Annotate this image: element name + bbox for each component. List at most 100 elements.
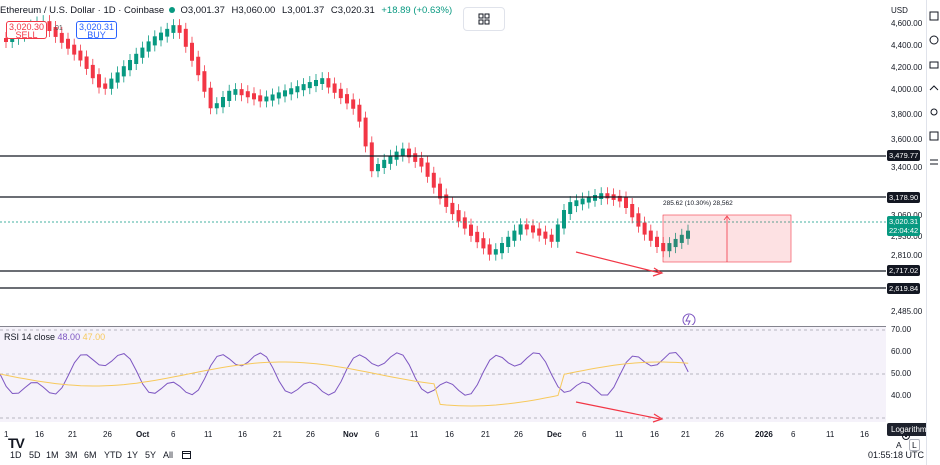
time-axis-label: Oct: [136, 430, 150, 439]
right-sidebar: [926, 0, 940, 465]
time-axis-label: 16: [860, 430, 869, 439]
tradingview-logo[interactable]: TV: [8, 435, 25, 451]
current-price-tag: 3,020.31 22:04:42: [887, 216, 921, 236]
candle: [456, 210, 461, 222]
sell-label: SELL: [15, 30, 38, 40]
candle: [53, 27, 58, 37]
candle: [214, 103, 219, 109]
bar-countdown: 22:04:42: [889, 226, 919, 235]
candle: [270, 94, 275, 101]
candle: [469, 224, 473, 236]
price-label: 3,600.00: [891, 135, 923, 144]
auto-scale-button[interactable]: A: [896, 440, 902, 450]
candle: [314, 80, 318, 87]
range-1m[interactable]: 1M: [46, 450, 59, 460]
candle: [78, 50, 83, 61]
candle: [624, 197, 628, 208]
range-5y[interactable]: 5Y: [145, 450, 157, 460]
rsi-ma-line: [0, 361, 689, 407]
range-1y[interactable]: 1Y: [127, 450, 139, 460]
event-icon: [682, 313, 696, 325]
buy-label: BUY: [87, 30, 106, 40]
price-label: 2,810.00: [891, 251, 923, 260]
currency-label: USD: [891, 6, 908, 15]
candle: [47, 21, 52, 32]
candle: [438, 183, 442, 199]
sell-price: 3,020.30: [8, 22, 45, 32]
time-axis-label: Nov: [343, 430, 359, 439]
candle: [518, 224, 523, 235]
current-price: 3,020.31: [889, 217, 919, 226]
candle: [462, 217, 467, 229]
range-1d[interactable]: 1D: [10, 450, 22, 460]
time-axis-label: 6: [375, 430, 380, 439]
rsi-title: RSI 14 close: [4, 332, 56, 342]
sidebar-icons[interactable]: [927, 0, 940, 200]
gear-icon[interactable]: [900, 430, 912, 442]
market-open-dot-icon: [168, 7, 175, 14]
candle: [487, 244, 492, 255]
symbol-title[interactable]: Ethereum / U.S. Dollar · 1D · Coinbase: [0, 5, 165, 16]
rsi-pane[interactable]: [0, 326, 886, 426]
level-tag: 3,178.90: [887, 192, 921, 203]
candle: [134, 53, 139, 64]
candle: [444, 194, 449, 207]
candle: [338, 88, 343, 99]
time-axis-label: 11: [826, 430, 835, 439]
time-axis-label: 6: [582, 430, 587, 439]
range-6m[interactable]: 6M: [84, 450, 97, 460]
time-axis-label: 6: [791, 430, 796, 439]
candle: [500, 243, 504, 254]
candle: [90, 64, 95, 79]
candle: [524, 224, 529, 230]
sell-button[interactable]: 3,020.30 SELL: [6, 21, 47, 40]
rsi-axis-label: 60.00: [891, 347, 912, 356]
buy-button[interactable]: 3,020.31 BUY: [76, 21, 117, 40]
candle: [252, 93, 256, 100]
close-value: C3,020.31: [330, 5, 375, 16]
candle: [121, 66, 126, 77]
low-value: L3,001.37: [281, 5, 325, 16]
candle: [72, 44, 77, 55]
candle: [345, 94, 349, 104]
candle: [190, 42, 194, 61]
candle: [630, 204, 635, 218]
price-label: 4,200.00: [891, 63, 923, 72]
candle: [103, 83, 108, 89]
candle: [183, 28, 188, 47]
candle: [66, 38, 70, 49]
rsi-legend[interactable]: RSI 14 close 48.00 47.00: [4, 332, 105, 342]
utc-clock[interactable]: 01:55:18 UTC: [868, 450, 925, 460]
range-3m[interactable]: 3M: [65, 450, 78, 460]
time-axis-label: 11: [204, 430, 213, 439]
time-axis-label: Dec: [547, 430, 562, 439]
candle: [400, 148, 405, 156]
range-all[interactable]: All: [163, 450, 174, 460]
log-scale-button[interactable]: L: [909, 439, 920, 451]
candle: [264, 96, 269, 102]
candle: [506, 236, 511, 247]
candle: [109, 78, 114, 89]
time-axis-label: 16: [650, 430, 659, 439]
candle: [202, 71, 207, 92]
time-axis-label: 2026: [755, 430, 773, 439]
range-ytd[interactable]: YTD: [104, 450, 122, 460]
rsi-ma-value: 47.00: [82, 332, 106, 342]
candle: [258, 95, 263, 102]
candle: [4, 38, 8, 42]
high-value: H3,060.00: [231, 5, 276, 16]
price-label: 3,800.00: [891, 110, 923, 119]
candle: [655, 236, 659, 247]
price-label: 4,600.00: [891, 19, 923, 28]
price-chart[interactable]: [0, 0, 886, 325]
layout-button[interactable]: [463, 7, 505, 31]
candle: [593, 195, 597, 201]
candle: [59, 32, 64, 43]
rsi-axis-label: 50.00: [891, 369, 912, 378]
candle: [431, 172, 436, 188]
candle: [574, 200, 579, 207]
candle: [227, 90, 232, 101]
rsi-line: [0, 351, 689, 396]
calendar-goto-icon[interactable]: [182, 450, 192, 461]
range-5d[interactable]: 5D: [29, 450, 41, 460]
